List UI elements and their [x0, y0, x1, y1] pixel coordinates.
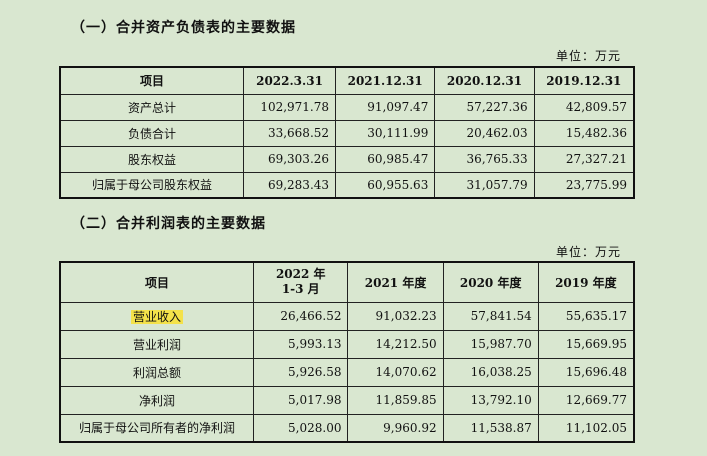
cell-value: 11,859.85: [347, 385, 444, 415]
table-row: 股东权益 69,303.26 60,985.47 36,765.33 27,32…: [59, 145, 635, 173]
row-label: 归属于母公司所有者的净利润: [59, 413, 254, 443]
table-row: 净利润 5,017.98 11,859.85 13,792.10 12,669.…: [59, 385, 635, 415]
table-row: 营业利润 5,993.13 14,212.50 15,987.70 15,669…: [59, 329, 635, 359]
cell-value: 12,669.77: [537, 385, 635, 415]
header-item: 项目: [59, 261, 254, 303]
cell-value: 16,038.25: [442, 357, 539, 387]
cell-value: 5,926.58: [252, 357, 349, 387]
table-header-row: 项目 2022 年 1-3 月 2021 年度 2020 年度 2019 年度: [59, 261, 635, 303]
cell-value: 5,028.00: [252, 413, 349, 443]
cell-value: 15,669.95: [537, 329, 635, 359]
cell-value: 15,987.70: [442, 329, 539, 359]
cell-value: 23,775.99: [533, 171, 635, 199]
cell-value: 31,057.79: [434, 171, 535, 199]
cell-value: 91,032.23: [347, 301, 444, 331]
header-col: 2019 年度: [537, 261, 635, 303]
cell-value: 15,482.36: [533, 119, 635, 147]
cell-value: 20,462.03: [434, 119, 535, 147]
row-label: 营业收入: [59, 301, 254, 331]
cell-value: 14,212.50: [347, 329, 444, 359]
cell-value: 60,985.47: [335, 145, 436, 173]
balance-sheet-table: 项目 2022.3.31 2021.12.31 2020.12.31 2019.…: [59, 66, 635, 199]
table-row: 归属于母公司股东权益 69,283.43 60,955.63 31,057.79…: [59, 171, 635, 199]
row-label: 归属于母公司股东权益: [59, 171, 244, 199]
header-col: 2021.12.31: [335, 66, 436, 95]
cell-value: 14,070.62: [347, 357, 444, 387]
table-row: 归属于母公司所有者的净利润 5,028.00 9,960.92 11,538.8…: [59, 413, 635, 443]
cell-value: 5,993.13: [252, 329, 349, 359]
header-col: 2021 年度: [347, 261, 444, 303]
section2-title: （二）合并利润表的主要数据: [71, 216, 266, 232]
cell-value: 69,283.43: [242, 171, 337, 199]
cell-value: 11,102.05: [537, 413, 635, 443]
cell-value: 42,809.57: [533, 93, 635, 121]
cell-value: 33,668.52: [242, 119, 337, 147]
row-label: 利润总额: [59, 357, 254, 387]
table-row: 负债合计 33,668.52 30,111.99 20,462.03 15,48…: [59, 119, 635, 147]
table-row: 营业收入 26,466.52 91,032.23 57,841.54 55,63…: [59, 301, 635, 331]
row-label: 负债合计: [59, 119, 244, 147]
cell-value: 26,466.52: [252, 301, 349, 331]
header-item: 项目: [59, 66, 244, 95]
cell-value: 55,635.17: [537, 301, 635, 331]
header-col: 2022 年 1-3 月: [252, 261, 349, 303]
header-col: 2019.12.31: [533, 66, 635, 95]
cell-value: 102,971.78: [242, 93, 337, 121]
header-col: 2020 年度: [442, 261, 539, 303]
income-statement-table: 项目 2022 年 1-3 月 2021 年度 2020 年度 2019 年度 …: [59, 261, 635, 443]
table-header-row: 项目 2022.3.31 2021.12.31 2020.12.31 2019.…: [59, 66, 635, 95]
cell-value: 69,303.26: [242, 145, 337, 173]
header-col: 2022.3.31: [242, 66, 337, 95]
cell-value: 9,960.92: [347, 413, 444, 443]
row-label: 营业利润: [59, 329, 254, 359]
section1-unit: 单位：万元: [555, 49, 621, 63]
cell-value: 57,227.36: [434, 93, 535, 121]
table-row: 资产总计 102,971.78 91,097.47 57,227.36 42,8…: [59, 93, 635, 121]
cell-value: 27,327.21: [533, 145, 635, 173]
cell-value: 30,111.99: [335, 119, 436, 147]
cell-value: 15,696.48: [537, 357, 635, 387]
cell-value: 11,538.87: [442, 413, 539, 443]
section1-title: （一）合并资产负债表的主要数据: [71, 20, 296, 36]
cell-value: 91,097.47: [335, 93, 436, 121]
cell-value: 13,792.10: [442, 385, 539, 415]
cell-value: 5,017.98: [252, 385, 349, 415]
highlighted-label: 营业收入: [130, 309, 183, 324]
row-label: 资产总计: [59, 93, 244, 121]
row-label: 净利润: [59, 385, 254, 415]
row-label: 股东权益: [59, 145, 244, 173]
cell-value: 57,841.54: [442, 301, 539, 331]
cell-value: 36,765.33: [434, 145, 535, 173]
cell-value: 60,955.63: [335, 171, 436, 199]
header-col: 2020.12.31: [434, 66, 535, 95]
section2-unit: 单位：万元: [555, 245, 621, 259]
table-row: 利润总额 5,926.58 14,070.62 16,038.25 15,696…: [59, 357, 635, 387]
